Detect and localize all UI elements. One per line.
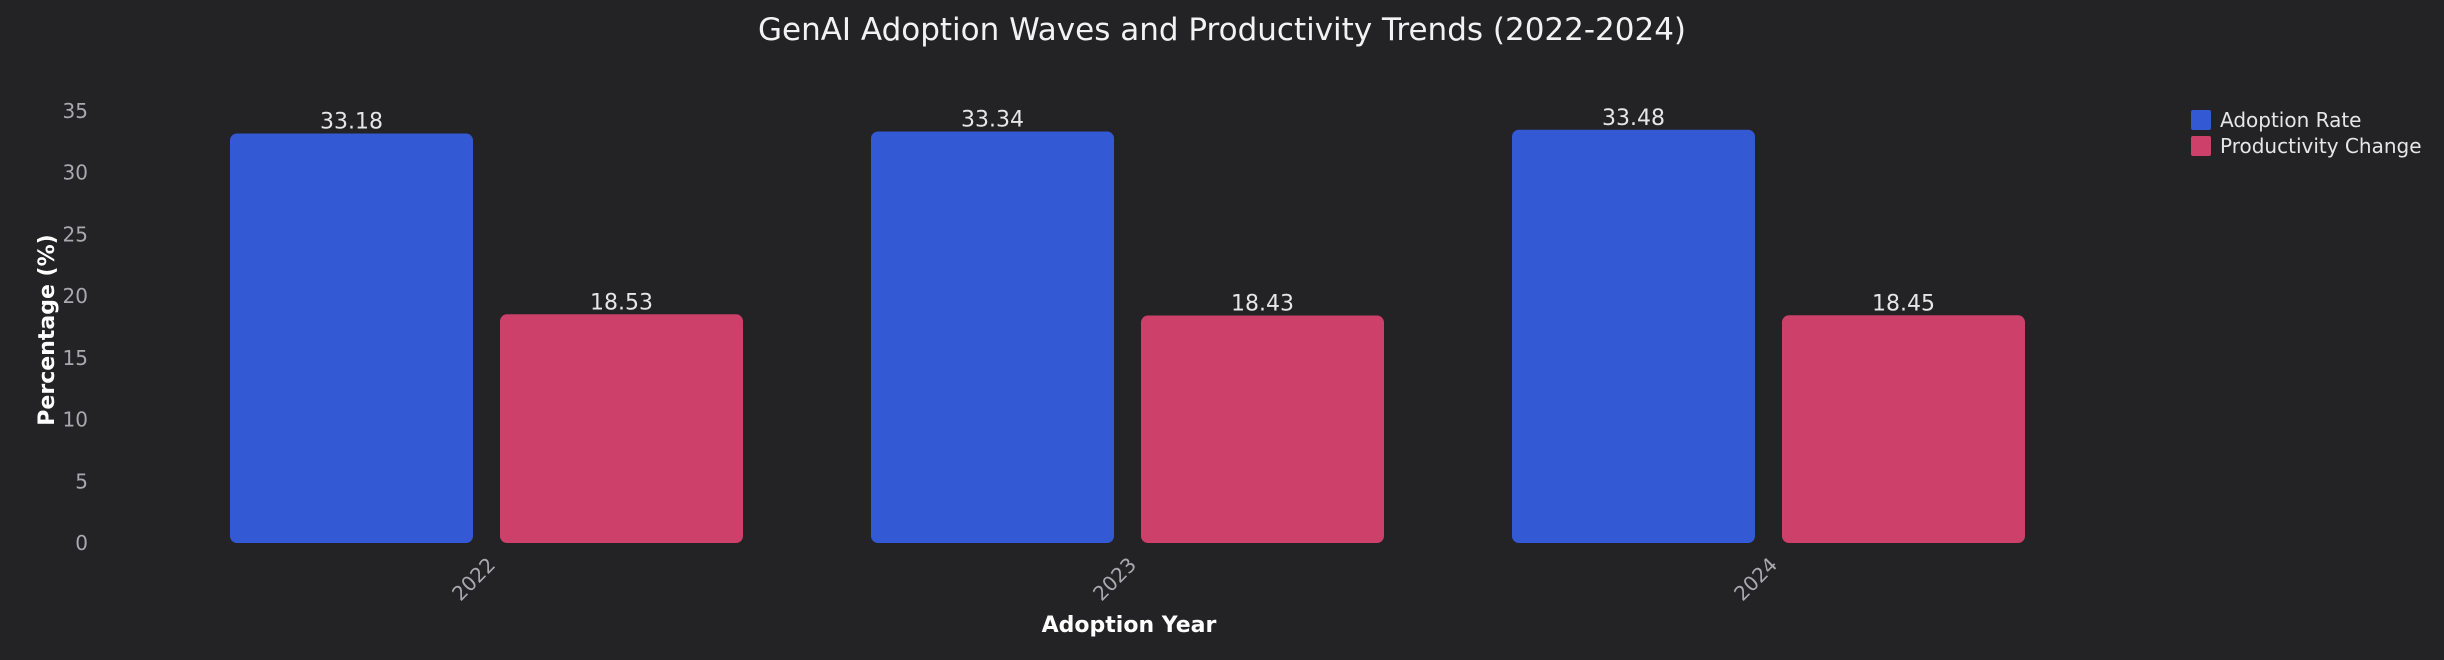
bar-productivity-change-2022 bbox=[500, 314, 743, 543]
x-tick-label: 2022 bbox=[447, 553, 500, 606]
y-tick-label: 35 bbox=[63, 99, 88, 123]
bar-adoption-rate-2022 bbox=[230, 133, 473, 544]
bar-adoption-rate-2023 bbox=[871, 131, 1114, 543]
bar-value-label: 33.18 bbox=[320, 109, 383, 134]
legend-label: Productivity Change bbox=[2220, 134, 2422, 158]
y-tick-label: 20 bbox=[63, 284, 88, 308]
bar-value-label: 33.34 bbox=[961, 107, 1024, 132]
chart-title: GenAI Adoption Waves and Productivity Tr… bbox=[758, 12, 1686, 48]
legend-swatch bbox=[2191, 136, 2211, 156]
y-tick-label: 25 bbox=[63, 222, 88, 246]
y-tick-label: 5 bbox=[75, 469, 88, 493]
bar-value-label: 33.48 bbox=[1602, 106, 1665, 131]
bar-productivity-change-2024 bbox=[1782, 315, 2025, 543]
legend-label: Adoption Rate bbox=[2220, 108, 2361, 132]
y-tick-label: 10 bbox=[63, 408, 88, 432]
x-axis-ticks: 2022 2023 2024 bbox=[447, 553, 1782, 606]
y-tick-label: 0 bbox=[75, 531, 88, 555]
y-tick-label: 15 bbox=[63, 346, 88, 370]
legend-swatch bbox=[2191, 110, 2211, 130]
bar-productivity-change-2023 bbox=[1141, 315, 1384, 543]
y-axis-title: Percentage (%) bbox=[35, 234, 60, 425]
bar-value-label: 18.45 bbox=[1872, 291, 1935, 316]
y-axis-ticks: 0 5 10 15 20 25 30 35 bbox=[63, 99, 88, 555]
x-axis-title: Adoption Year bbox=[1042, 613, 1217, 638]
bar-value-label: 18.43 bbox=[1231, 292, 1294, 317]
bars: 33.18 18.53 33.34 18.43 33.48 18.45 bbox=[230, 106, 2025, 544]
bar-adoption-rate-2024 bbox=[1512, 129, 1755, 543]
x-tick-label: 2024 bbox=[1729, 553, 1782, 606]
bar-value-label: 18.53 bbox=[590, 290, 653, 315]
x-tick-label: 2023 bbox=[1088, 553, 1141, 606]
y-tick-label: 30 bbox=[63, 161, 88, 185]
